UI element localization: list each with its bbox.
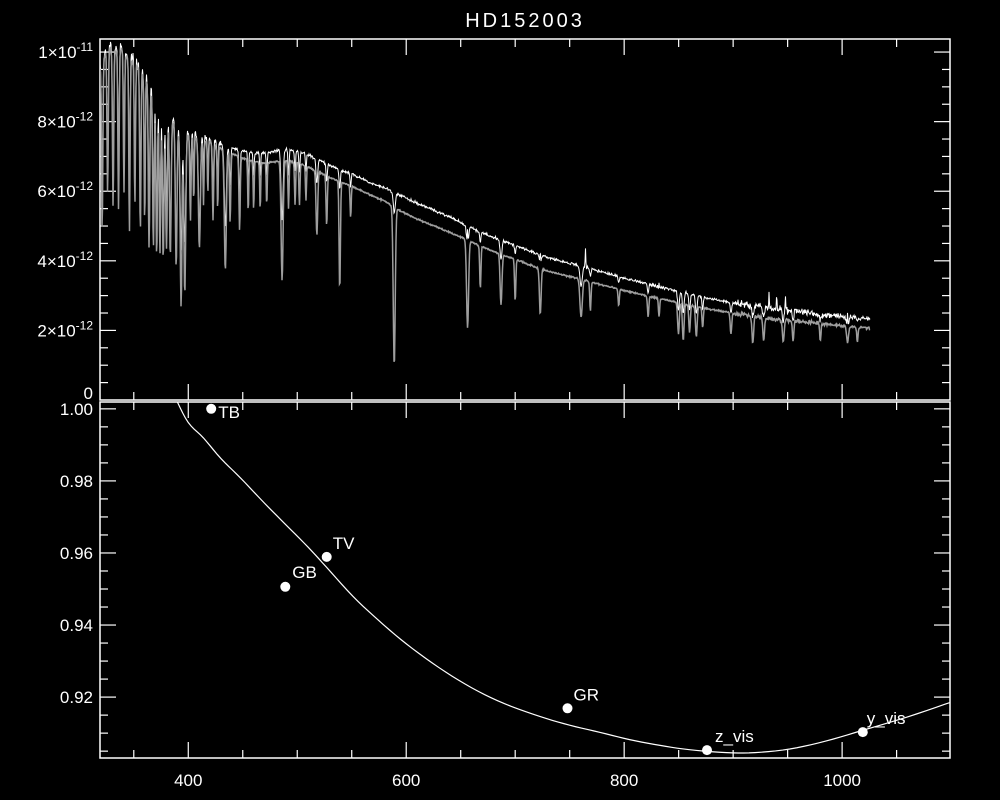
flux-tick-label: 1×10-11	[38, 40, 93, 62]
filter-point-label: GR	[574, 685, 600, 704]
panel-frame	[99, 401, 951, 759]
filter-point-y_vis	[857, 727, 868, 738]
fit-curve-group	[176, 402, 950, 754]
reference-spectrum-trace	[100, 46, 871, 363]
filter-point-TV	[321, 551, 332, 562]
flux-tick-label: 0	[84, 384, 93, 403]
wavelength-tick-label: 400	[174, 771, 202, 790]
filter-point-TB	[206, 403, 217, 414]
flux-tick-label: 6×10-12	[37, 179, 93, 201]
filter-point-label: TV	[333, 534, 355, 553]
ratio-tick-label: 1.00	[60, 400, 93, 419]
observed-spectrum-trace	[100, 41, 871, 325]
filter-point-GB	[280, 581, 291, 592]
wavelength-tick-label: 600	[392, 771, 420, 790]
flux-tick-label: 8×10-12	[37, 110, 93, 132]
filter-point-label: TB	[218, 403, 240, 422]
ratio-panel: 0.92 0.94 0.96 0.98 1.00 400 600 800 1000 TB GB TV G…	[60, 400, 951, 790]
page-title: HD152003	[465, 10, 585, 32]
filter-point-GR	[562, 703, 573, 714]
ratio-tick-label: 0.98	[60, 472, 93, 491]
flux-tick-label: 2×10-12	[37, 318, 93, 340]
filter-point-label: y_vis	[867, 709, 906, 728]
wavelength-tick-label: 1000	[823, 771, 861, 790]
filter-point-z_vis	[702, 745, 712, 756]
filter-point-label: GB	[292, 563, 317, 582]
ratio-tick-label: 0.96	[60, 544, 93, 563]
wavelength-tick-label: 800	[610, 771, 638, 790]
fit-curve	[176, 402, 950, 754]
filter-point-label: z_vis	[715, 727, 754, 746]
spectrum-panel: 1×10-11 8×10-12 6×10-12 4×10-12 2×10-12 0	[37, 38, 951, 403]
panel-frame	[99, 38, 951, 401]
ratio-tick-label: 0.92	[60, 688, 93, 707]
spectra-group	[100, 41, 871, 363]
flux-tick-label: 4×10-12	[37, 249, 93, 271]
ratio-tick-label: 0.94	[60, 616, 93, 635]
